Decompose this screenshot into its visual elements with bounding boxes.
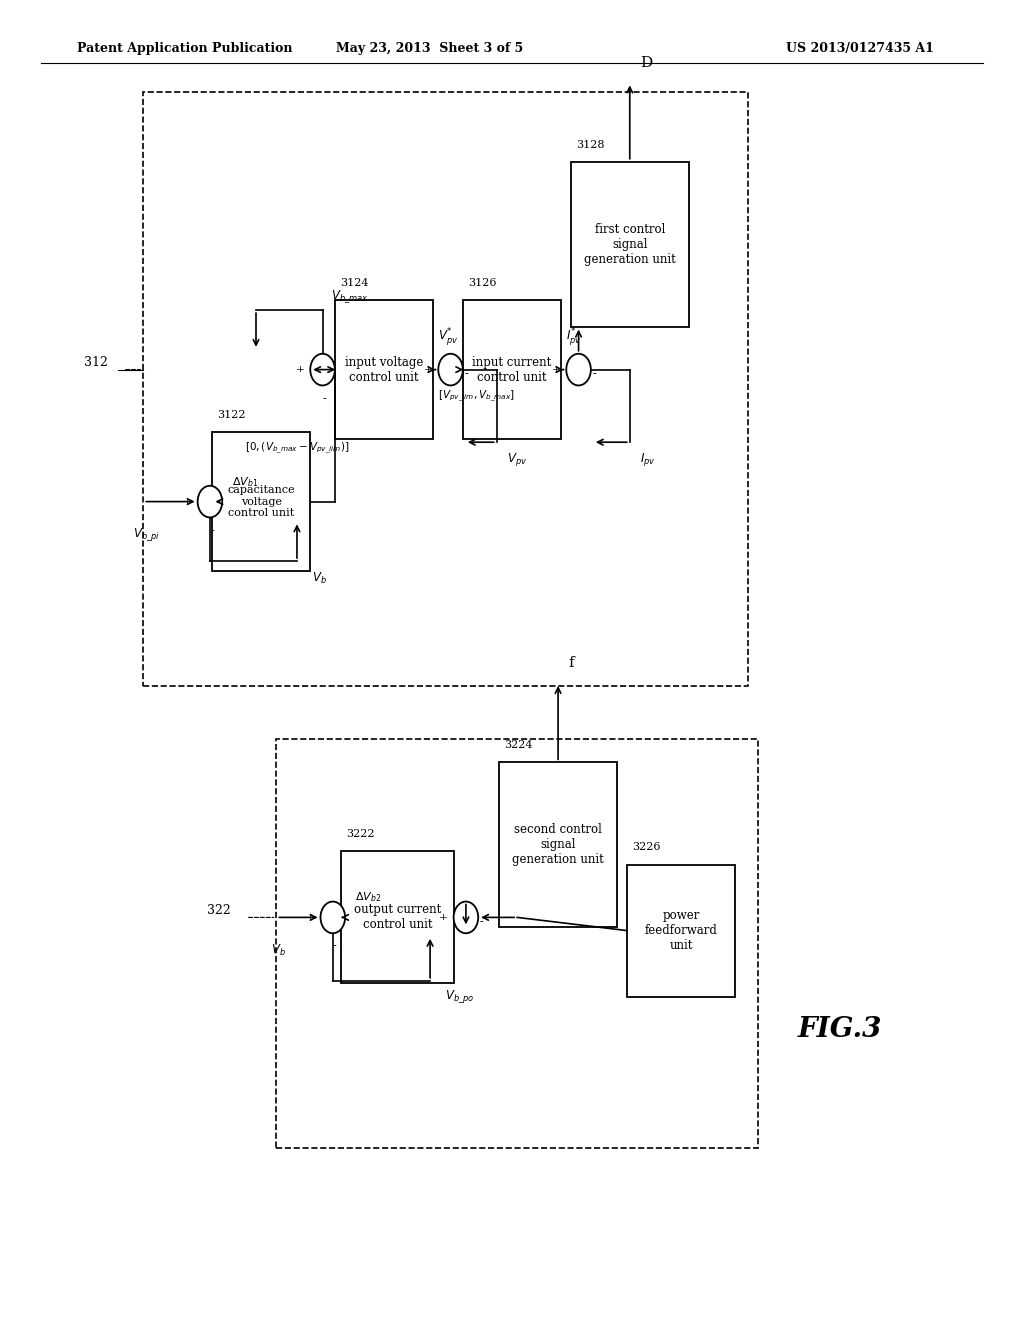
Bar bbox=[627, 865, 735, 997]
Text: $V_{b\_po}$: $V_{b\_po}$ bbox=[445, 989, 475, 1005]
Text: 3226: 3226 bbox=[633, 842, 660, 853]
Text: -: - bbox=[210, 525, 214, 536]
Text: 3122: 3122 bbox=[218, 411, 246, 420]
Text: +: + bbox=[296, 366, 304, 374]
Text: 3124: 3124 bbox=[340, 279, 369, 288]
Text: 3224: 3224 bbox=[505, 741, 532, 750]
Text: -: - bbox=[592, 370, 596, 379]
Bar bbox=[571, 162, 688, 327]
Text: power
feedforward
unit: power feedforward unit bbox=[644, 909, 718, 952]
Text: -: - bbox=[333, 941, 337, 952]
Bar bbox=[500, 762, 616, 927]
Text: 3222: 3222 bbox=[346, 829, 375, 840]
Text: $V_b$: $V_b$ bbox=[271, 942, 287, 958]
Text: $\Delta V_{b1}$: $\Delta V_{b1}$ bbox=[232, 475, 259, 488]
Text: +: + bbox=[183, 498, 191, 506]
Text: $\Delta V_{b2}$: $\Delta V_{b2}$ bbox=[355, 891, 382, 904]
Text: +: + bbox=[552, 366, 560, 374]
Text: output current
control unit: output current control unit bbox=[353, 903, 441, 932]
Circle shape bbox=[566, 354, 591, 385]
Text: $I_{pv}^{*}$: $I_{pv}^{*}$ bbox=[565, 326, 582, 347]
Text: $V_{pv}$: $V_{pv}$ bbox=[507, 451, 527, 467]
Bar bbox=[276, 739, 758, 1148]
Text: 312: 312 bbox=[84, 356, 108, 370]
Text: D: D bbox=[640, 55, 652, 70]
Text: -: - bbox=[323, 393, 327, 404]
Text: +: + bbox=[306, 913, 314, 921]
Text: -: - bbox=[464, 370, 468, 379]
Text: 3128: 3128 bbox=[575, 140, 604, 149]
Circle shape bbox=[310, 354, 335, 385]
Text: +: + bbox=[424, 366, 432, 374]
Text: Patent Application Publication: Patent Application Publication bbox=[77, 42, 292, 55]
Text: $V_{pv}^{*}$: $V_{pv}^{*}$ bbox=[438, 326, 458, 347]
Circle shape bbox=[321, 902, 345, 933]
Text: $V_{b\_pi}$: $V_{b\_pi}$ bbox=[133, 527, 160, 543]
Circle shape bbox=[438, 354, 463, 385]
Text: May 23, 2013  Sheet 3 of 5: May 23, 2013 Sheet 3 of 5 bbox=[337, 42, 523, 55]
Bar bbox=[213, 433, 309, 570]
Text: 322: 322 bbox=[207, 904, 230, 917]
Circle shape bbox=[198, 486, 222, 517]
Circle shape bbox=[454, 902, 478, 933]
Bar bbox=[336, 300, 432, 438]
Bar bbox=[143, 92, 748, 686]
Text: FIG.3: FIG.3 bbox=[798, 1016, 882, 1043]
Text: $[0,(V_{b\_max}-V_{pv\_lim})]$: $[0,(V_{b\_max}-V_{pv\_lim})]$ bbox=[245, 441, 349, 457]
Text: 3126: 3126 bbox=[469, 279, 497, 288]
Text: +: + bbox=[439, 913, 447, 921]
Text: $V_b$: $V_b$ bbox=[312, 570, 328, 586]
Text: f: f bbox=[568, 656, 573, 671]
Text: $I_{pv}$: $I_{pv}$ bbox=[640, 451, 655, 467]
Text: $[V_{pv\_lim},V_{b\_max}]$: $[V_{pv\_lim},V_{b\_max}]$ bbox=[438, 388, 515, 404]
Text: second control
signal
generation unit: second control signal generation unit bbox=[512, 824, 604, 866]
Bar bbox=[341, 851, 454, 983]
Bar bbox=[463, 300, 561, 438]
Text: US 2013/0127435 A1: US 2013/0127435 A1 bbox=[786, 42, 934, 55]
Text: first control
signal
generation unit: first control signal generation unit bbox=[584, 223, 676, 265]
Text: input current
control unit: input current control unit bbox=[472, 355, 552, 384]
Text: $V_{b\_max}$: $V_{b\_max}$ bbox=[331, 289, 369, 305]
Text: -: - bbox=[479, 917, 483, 927]
Text: input voltage
control unit: input voltage control unit bbox=[345, 355, 423, 384]
Text: capacitance
voltage
control unit: capacitance voltage control unit bbox=[227, 484, 295, 519]
